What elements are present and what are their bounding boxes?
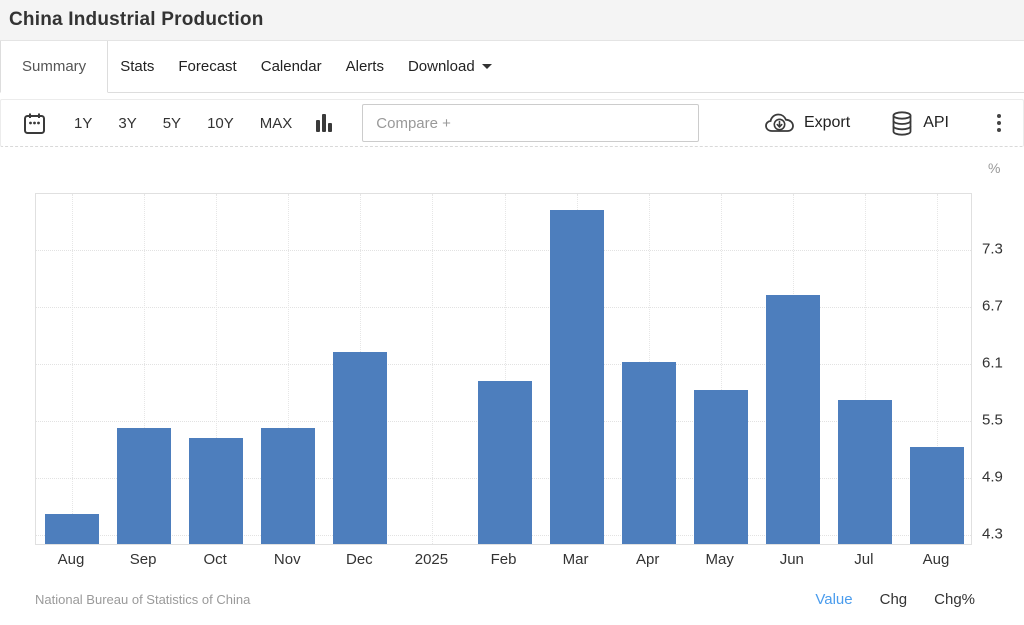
more-menu-button[interactable] [993, 110, 1005, 136]
y-axis-label: 5.5 [982, 411, 1003, 428]
tab-alerts[interactable]: Alerts [334, 41, 396, 92]
bar-nov-3[interactable] [261, 428, 315, 544]
tab-summary[interactable]: Summary [0, 41, 108, 93]
tab-download-label: Download [408, 58, 475, 75]
source-attribution: National Bureau of Statistics of China [35, 592, 250, 607]
chart-toolbar: 1Y 3Y 5Y 10Y MAX Export API [0, 99, 1024, 147]
tab-forecast-label: Forecast [178, 58, 236, 75]
x-axis-label: Jul [854, 551, 873, 568]
y-axis-unit: % [988, 160, 1000, 176]
bar-apr-8[interactable] [622, 362, 676, 544]
tab-stats[interactable]: Stats [108, 41, 166, 92]
range-selector: 1Y 3Y 5Y 10Y MAX [74, 115, 292, 132]
mode-chg[interactable]: Chg [880, 591, 908, 608]
api-button[interactable]: API [890, 110, 949, 137]
x-axis-label: 2025 [415, 551, 448, 568]
range-1y[interactable]: 1Y [74, 115, 92, 132]
tab-bar: Summary Stats Forecast Calendar Alerts D… [0, 41, 1024, 93]
bar-aug-12[interactable] [910, 447, 964, 544]
x-axis-label: Jun [780, 551, 804, 568]
chart-area: % 4.3 4.9 5.5 6.1 6.7 7.3 Aug Sep Oct Nov Dec 2025… [0, 147, 1024, 579]
range-max[interactable]: MAX [260, 115, 293, 132]
mode-value[interactable]: Value [815, 591, 852, 608]
x-axis-label: Aug [58, 551, 85, 568]
tab-summary-label: Summary [22, 58, 86, 75]
page-header: China Industrial Production [0, 0, 1024, 41]
bar-dec-4[interactable] [333, 352, 387, 544]
database-icon [890, 110, 914, 137]
y-axis-label: 7.3 [982, 240, 1003, 257]
calendar-icon [21, 110, 48, 137]
y-axis-label: 6.7 [982, 297, 1003, 314]
grid-line-vertical [72, 194, 73, 544]
bar-may-9[interactable] [694, 390, 748, 544]
page-title: China Industrial Production [9, 9, 264, 31]
bar-mar-7[interactable] [550, 210, 604, 544]
bar-jul-11[interactable] [838, 400, 892, 544]
x-axis-label: Sep [130, 551, 157, 568]
bar-aug-0[interactable] [45, 514, 99, 544]
mode-chg-pct[interactable]: Chg% [934, 591, 975, 608]
y-axis-label: 6.1 [982, 354, 1003, 371]
tab-download[interactable]: Download [396, 41, 504, 92]
grid-line-horizontal [36, 250, 971, 251]
api-label: API [923, 114, 949, 132]
x-axis-label: Nov [274, 551, 301, 568]
x-axis-label: Feb [491, 551, 517, 568]
range-5y[interactable]: 5Y [163, 115, 181, 132]
export-button[interactable]: Export [764, 112, 850, 134]
bar-feb-6[interactable] [478, 381, 532, 544]
bar-sep-1[interactable] [117, 428, 171, 544]
grid-line-vertical [432, 194, 433, 544]
series-mode-toggle: Value Chg Chg% [815, 591, 975, 608]
bar-jun-10[interactable] [766, 295, 820, 544]
chevron-down-icon [482, 64, 492, 69]
chart-type-button[interactable] [316, 114, 332, 132]
tab-calendar[interactable]: Calendar [249, 41, 334, 92]
export-label: Export [804, 114, 850, 132]
grid-line-horizontal [36, 307, 971, 308]
bar-chart-icon [316, 120, 320, 132]
x-axis-label: Dec [346, 551, 373, 568]
date-range-button[interactable] [21, 110, 48, 137]
x-axis-label: Oct [204, 551, 227, 568]
grid-line-horizontal [36, 364, 971, 365]
x-axis-label: Mar [563, 551, 589, 568]
tab-alerts-label: Alerts [346, 58, 384, 75]
x-axis-label: Apr [636, 551, 659, 568]
compare-input[interactable] [362, 104, 699, 142]
range-10y[interactable]: 10Y [207, 115, 234, 132]
range-3y[interactable]: 3Y [118, 115, 136, 132]
chart-footer: National Bureau of Statistics of China V… [0, 579, 1024, 619]
toolbar-right: Export API [764, 110, 1005, 137]
tab-forecast[interactable]: Forecast [166, 41, 248, 92]
x-axis-label: May [706, 551, 734, 568]
cloud-download-icon [764, 112, 795, 134]
y-axis-label: 4.9 [982, 468, 1003, 485]
x-axis-label: Aug [923, 551, 950, 568]
kebab-icon [997, 114, 1001, 118]
bar-oct-2[interactable] [189, 438, 243, 544]
tab-calendar-label: Calendar [261, 58, 322, 75]
tab-stats-label: Stats [120, 58, 154, 75]
plot-area [35, 193, 972, 545]
y-axis-label: 4.3 [982, 525, 1003, 542]
